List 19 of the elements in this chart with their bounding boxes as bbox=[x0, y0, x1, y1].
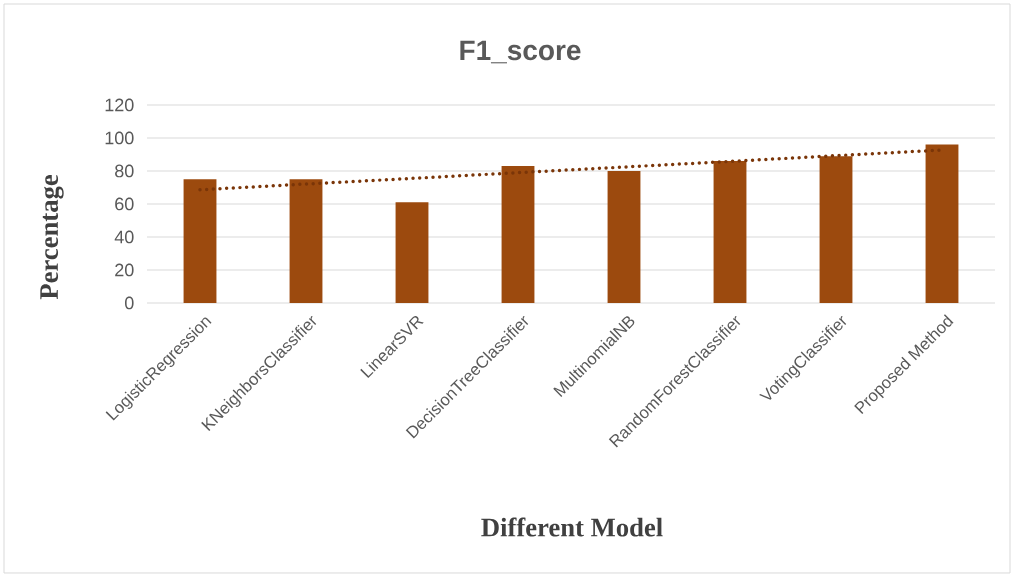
bar bbox=[607, 170, 641, 303]
y-tick-label: 0 bbox=[125, 296, 134, 310]
bar bbox=[289, 179, 323, 303]
bar bbox=[183, 179, 217, 303]
y-tick-label: 100 bbox=[105, 131, 134, 145]
x-axis-title: Different Model bbox=[481, 517, 663, 537]
bar bbox=[713, 161, 747, 303]
chart-title: F1_score bbox=[460, 40, 581, 64]
y-tick-label: 80 bbox=[115, 164, 134, 178]
y-tick-label: 40 bbox=[114, 230, 134, 244]
bar bbox=[819, 156, 853, 303]
y-tick-label: 60 bbox=[115, 197, 134, 211]
bar bbox=[395, 202, 429, 303]
bar bbox=[501, 166, 535, 303]
bar bbox=[925, 144, 959, 303]
y-axis-title: Percentage bbox=[40, 174, 64, 300]
line-series bbox=[198, 148, 944, 192]
y-tick-label: 20 bbox=[115, 263, 134, 277]
y-tick-label: 120 bbox=[105, 98, 134, 112]
